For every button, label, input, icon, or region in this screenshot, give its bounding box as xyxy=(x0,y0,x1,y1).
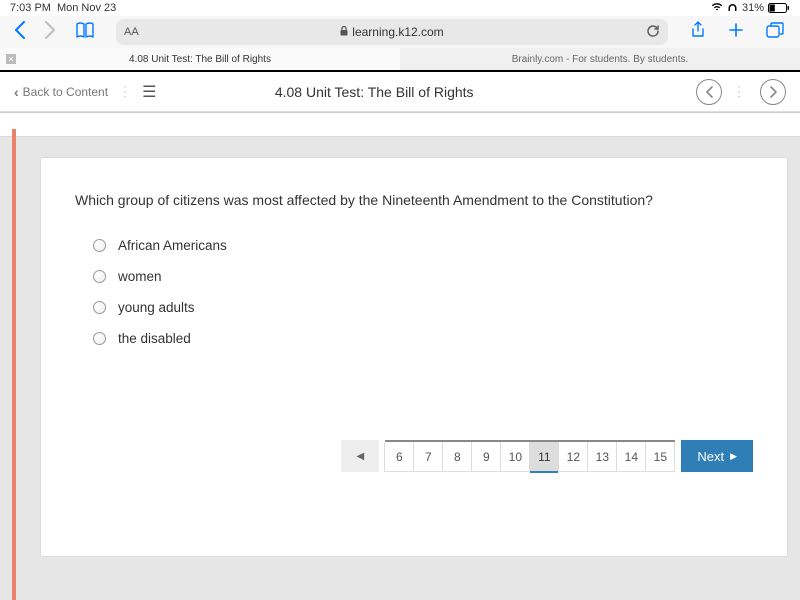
pager-prev-button[interactable]: ◀ xyxy=(341,440,379,472)
pager-numbers: 6789101112131415 xyxy=(385,440,675,472)
question-prompt: Which group of citizens was most affecte… xyxy=(75,192,753,208)
safari-toolbar: AA learning.k12.com xyxy=(0,16,800,48)
lock-icon xyxy=(340,26,348,39)
bookmarks-icon[interactable] xyxy=(70,22,100,43)
question-card: Which group of citizens was most affecte… xyxy=(40,157,788,557)
radio-icon[interactable] xyxy=(93,301,106,314)
question-pager: ◀ 6789101112131415 Next ▶ xyxy=(341,440,753,472)
pager-page-8[interactable]: 8 xyxy=(442,442,472,472)
radio-icon[interactable] xyxy=(93,270,106,283)
status-date: Mon Nov 23 xyxy=(57,2,116,14)
more-icon-2[interactable]: ⋮ xyxy=(722,83,756,100)
pager-next-button[interactable]: Next ▶ xyxy=(681,440,753,472)
pager-page-15[interactable]: 15 xyxy=(645,442,675,472)
url-text: learning.k12.com xyxy=(352,25,443,39)
refresh-icon[interactable] xyxy=(646,24,660,41)
reader-aa-button[interactable]: AA xyxy=(124,26,139,38)
wifi-icon xyxy=(711,2,723,14)
share-icon[interactable] xyxy=(684,21,712,44)
radio-icon[interactable] xyxy=(93,239,106,252)
pager-page-11[interactable]: 11 xyxy=(529,442,559,472)
answer-options: African Americans women young adults the… xyxy=(75,230,753,354)
pager-page-12[interactable]: 12 xyxy=(558,442,588,472)
radio-icon[interactable] xyxy=(93,332,106,345)
pager-page-10[interactable]: 10 xyxy=(500,442,530,472)
answer-option[interactable]: women xyxy=(75,261,753,292)
prev-question-button[interactable] xyxy=(696,79,722,105)
new-tab-icon[interactable] xyxy=(722,22,750,43)
answer-option[interactable]: the disabled xyxy=(75,323,753,354)
browser-forward-button xyxy=(40,21,60,44)
browser-back-button[interactable] xyxy=(10,21,30,44)
safari-tab-active[interactable]: ✕ 4.08 Unit Test: The Bill of Rights xyxy=(0,48,400,70)
option-label: the disabled xyxy=(118,331,191,346)
pager-page-7[interactable]: 7 xyxy=(413,442,443,472)
option-label: African Americans xyxy=(118,238,227,253)
pager-page-9[interactable]: 9 xyxy=(471,442,501,472)
option-label: young adults xyxy=(118,300,195,315)
ipad-status-bar: 7:03 PM Mon Nov 23 31% xyxy=(0,0,800,16)
pager-page-6[interactable]: 6 xyxy=(384,442,414,472)
content-area: Which group of citizens was most affecte… xyxy=(0,112,800,600)
next-question-button[interactable] xyxy=(760,79,786,105)
pager-page-13[interactable]: 13 xyxy=(587,442,617,472)
accent-bar xyxy=(12,129,16,600)
app-header: ‹ Back to Content ⋮ ☰ 4.08 Unit Test: Th… xyxy=(0,72,800,112)
answer-option[interactable]: African Americans xyxy=(75,230,753,261)
headphones-icon xyxy=(727,2,738,15)
chevron-left-icon: ‹ xyxy=(14,84,19,100)
tabs-overview-icon[interactable] xyxy=(760,22,790,43)
next-label: Next xyxy=(697,449,724,464)
safari-tab-inactive[interactable]: Brainly.com - For students. By students. xyxy=(400,48,800,70)
pager-page-14[interactable]: 14 xyxy=(616,442,646,472)
safari-tab-strip: ✕ 4.08 Unit Test: The Bill of Rights Bra… xyxy=(0,48,800,72)
page-title: 4.08 Unit Test: The Bill of Rights xyxy=(56,84,692,100)
option-label: women xyxy=(118,269,162,284)
status-time: 7:03 PM xyxy=(10,2,51,14)
tab-title: Brainly.com - For students. By students. xyxy=(512,54,689,65)
url-bar[interactable]: AA learning.k12.com xyxy=(116,19,668,45)
triangle-right-icon: ▶ xyxy=(730,451,737,462)
scroll-peek xyxy=(0,113,800,137)
battery-icon xyxy=(768,3,790,13)
battery-percent: 31% xyxy=(742,2,764,14)
answer-option[interactable]: young adults xyxy=(75,292,753,323)
close-icon[interactable]: ✕ xyxy=(6,54,16,64)
tab-title: 4.08 Unit Test: The Bill of Rights xyxy=(129,54,271,65)
